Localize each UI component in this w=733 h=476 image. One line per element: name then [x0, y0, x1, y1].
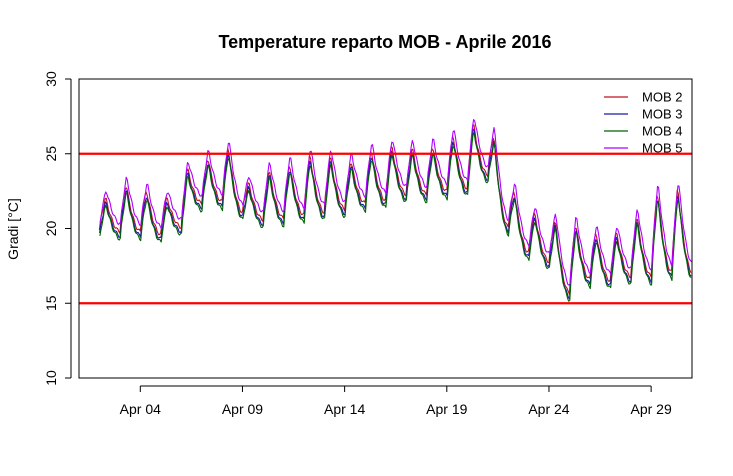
- y-tick-label-10: 10: [43, 370, 59, 386]
- x-tick-label-2016-04-14: Apr 14: [324, 401, 365, 417]
- x-tick-label-2016-04-24: Apr 24: [528, 401, 569, 417]
- y-axis-label: Gradi [°C]: [5, 198, 21, 260]
- x-tick-label-2016-04-29: Apr 29: [631, 401, 672, 417]
- y-tick-label-30: 30: [43, 71, 59, 87]
- x-tick-label-2016-04-19: Apr 19: [426, 401, 467, 417]
- x-tick-label-2016-04-04: Apr 04: [120, 401, 161, 417]
- y-tick-label-25: 25: [43, 146, 59, 162]
- legend-label-mob-4: MOB 4: [642, 124, 682, 139]
- x-tick-label-2016-04-09: Apr 09: [222, 401, 263, 417]
- series-lines: [98, 119, 692, 302]
- series-line-mob-2: [98, 124, 692, 295]
- y-tick-label-20: 20: [43, 221, 59, 237]
- legend-label-mob-2: MOB 2: [642, 90, 682, 105]
- series-line-mob-5: [99, 119, 692, 286]
- legend-label-mob-5: MOB 5: [642, 141, 682, 156]
- legend-label-mob-3: MOB 3: [642, 107, 682, 122]
- chart-title: Temperature reparto MOB - Aprile 2016: [218, 32, 551, 52]
- legend: MOB 2 MOB 3 MOB 4 MOB 5: [604, 90, 682, 156]
- series-line-mob-4: [99, 132, 692, 302]
- plot-area: 10 15 20 25 30 Apr 04 Apr 09 Apr 14 Apr 19 Apr 24…: [43, 71, 693, 417]
- plot-border: [78, 78, 693, 379]
- y-tick-label-15: 15: [43, 295, 59, 311]
